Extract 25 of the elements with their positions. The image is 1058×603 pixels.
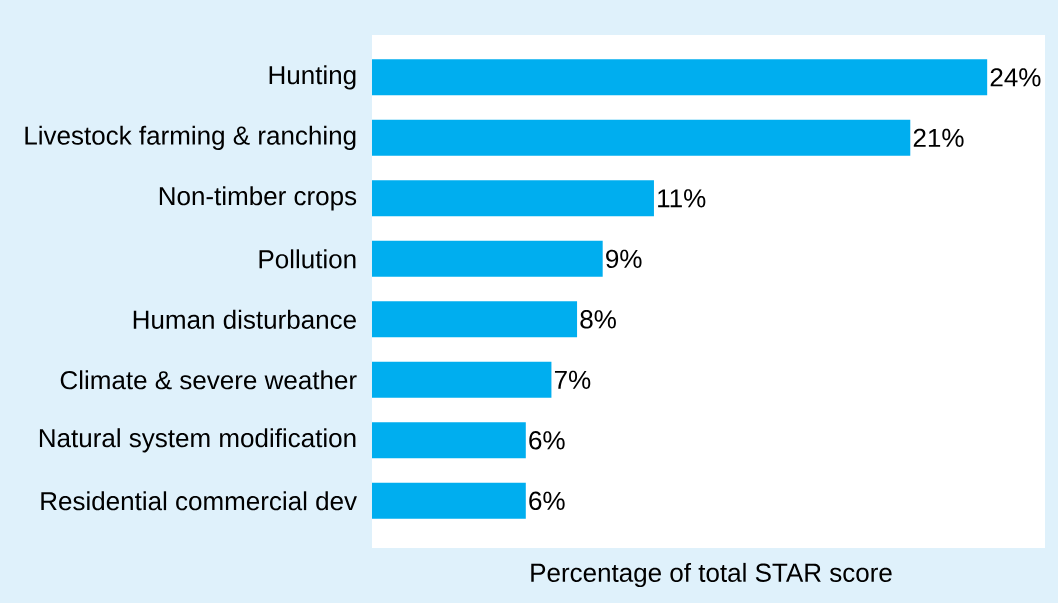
data-label: 24%: [990, 68, 1041, 87]
bar: [372, 240, 603, 277]
y-tick-label: Natural system modification: [39, 428, 356, 453]
data-label: 21%: [913, 128, 964, 147]
y-tick-label: Human disturbance: [133, 309, 356, 329]
bar: [372, 361, 552, 398]
y-tick-label: Pollution: [259, 249, 356, 269]
bar: [372, 59, 988, 96]
y-tick-label: Non-timber crops: [159, 186, 357, 211]
y-tick-label: Hunting: [269, 65, 356, 90]
x-axis-title: Percentage of total STAR score: [531, 562, 892, 588]
data-label: 9%: [606, 249, 642, 269]
y-tick-label: Residential commercial dev: [41, 491, 357, 511]
y-tick-label: Livestock farming & ranching: [25, 125, 356, 150]
bar: [372, 422, 526, 459]
bar: [372, 180, 654, 217]
data-label: 7%: [554, 370, 591, 389]
data-label: 6%: [529, 431, 565, 450]
data-label: 6%: [529, 491, 565, 511]
data-label: 11%: [658, 189, 706, 208]
data-label: 8%: [580, 310, 616, 329]
bar: [372, 301, 578, 338]
bar: [372, 482, 526, 519]
bar: [372, 119, 911, 156]
y-tick-label: Climate & severe weather: [60, 370, 357, 390]
